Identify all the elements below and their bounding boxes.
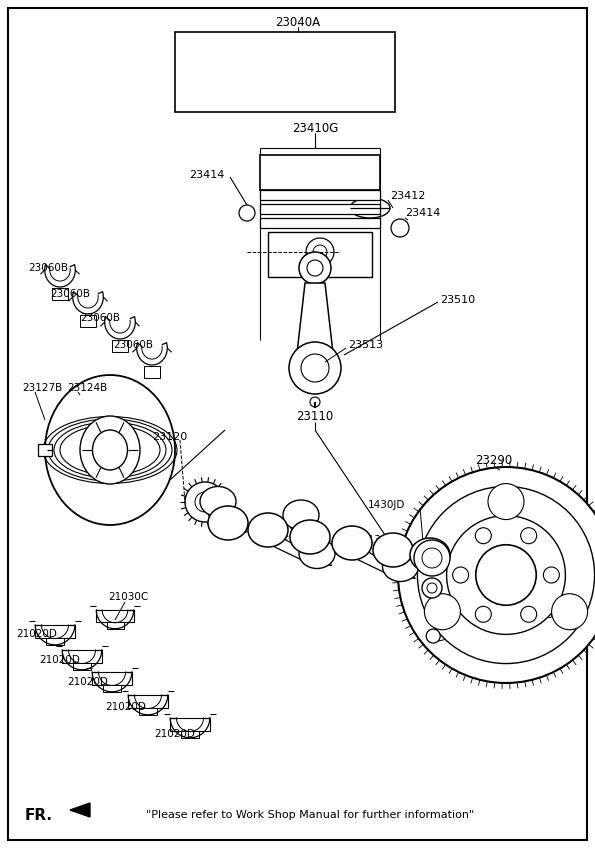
Ellipse shape xyxy=(299,538,335,568)
Bar xyxy=(73,662,91,670)
Ellipse shape xyxy=(45,375,175,525)
Text: 21020D: 21020D xyxy=(39,655,80,665)
Circle shape xyxy=(426,629,440,643)
Bar xyxy=(170,718,210,731)
Text: 23410G: 23410G xyxy=(292,121,338,135)
Circle shape xyxy=(422,578,442,598)
Polygon shape xyxy=(206,510,246,533)
Bar xyxy=(260,218,380,228)
Text: 21020D: 21020D xyxy=(17,629,58,639)
Circle shape xyxy=(299,252,331,284)
Text: 23412: 23412 xyxy=(390,191,425,201)
Bar xyxy=(96,610,134,622)
Bar xyxy=(80,315,96,327)
Circle shape xyxy=(521,606,537,622)
Circle shape xyxy=(475,527,491,544)
Ellipse shape xyxy=(92,430,127,470)
Text: 23414: 23414 xyxy=(405,208,440,218)
Polygon shape xyxy=(340,538,415,578)
Circle shape xyxy=(543,567,559,583)
Circle shape xyxy=(414,540,450,576)
Text: FR.: FR. xyxy=(25,807,53,823)
Circle shape xyxy=(306,238,334,266)
Bar xyxy=(181,731,199,738)
Text: 23040A: 23040A xyxy=(275,15,321,29)
Circle shape xyxy=(475,606,491,622)
Circle shape xyxy=(453,567,469,583)
Text: 23510: 23510 xyxy=(440,295,475,305)
Polygon shape xyxy=(70,803,90,817)
Bar xyxy=(260,204,380,214)
Bar xyxy=(268,232,372,277)
Bar xyxy=(144,366,160,378)
Bar xyxy=(52,288,68,300)
Text: 21020D: 21020D xyxy=(105,702,146,712)
Ellipse shape xyxy=(290,520,330,554)
Bar xyxy=(103,684,121,692)
Bar xyxy=(139,707,157,715)
Bar xyxy=(35,625,75,638)
Bar xyxy=(112,340,128,352)
Ellipse shape xyxy=(200,487,236,516)
Text: 23120: 23120 xyxy=(152,432,187,442)
Circle shape xyxy=(521,527,537,544)
Text: 23513: 23513 xyxy=(348,340,383,350)
Text: 23127B: 23127B xyxy=(22,383,62,393)
Polygon shape xyxy=(289,523,328,547)
Text: "Please refer to Work Shop Manual for further information": "Please refer to Work Shop Manual for fu… xyxy=(146,810,474,820)
Text: 23060B: 23060B xyxy=(28,263,68,273)
Bar xyxy=(46,638,64,644)
Bar xyxy=(128,695,168,707)
Text: 11304B: 11304B xyxy=(362,535,402,545)
Circle shape xyxy=(424,594,461,630)
Ellipse shape xyxy=(283,500,319,530)
Ellipse shape xyxy=(350,198,390,218)
Text: 1430JD: 1430JD xyxy=(368,500,405,510)
Circle shape xyxy=(447,516,565,634)
Text: 23414: 23414 xyxy=(189,170,225,180)
Text: 23060B: 23060B xyxy=(113,340,153,350)
Ellipse shape xyxy=(208,506,248,540)
Text: 21020D: 21020D xyxy=(155,729,195,739)
Circle shape xyxy=(289,342,341,394)
Circle shape xyxy=(476,544,536,605)
Ellipse shape xyxy=(248,513,288,547)
Text: 21030C: 21030C xyxy=(108,592,148,602)
Ellipse shape xyxy=(80,416,140,484)
Text: 21020D: 21020D xyxy=(68,677,108,687)
Bar xyxy=(175,32,395,112)
Circle shape xyxy=(310,397,320,407)
Ellipse shape xyxy=(332,526,372,560)
Bar xyxy=(260,155,380,190)
Polygon shape xyxy=(297,283,333,353)
Ellipse shape xyxy=(373,533,413,567)
Circle shape xyxy=(488,483,524,520)
Circle shape xyxy=(185,482,225,522)
Bar xyxy=(260,190,380,200)
Ellipse shape xyxy=(410,538,450,572)
Bar xyxy=(62,650,102,662)
Bar xyxy=(92,672,132,684)
Text: 23124B: 23124B xyxy=(67,383,107,393)
Text: 23060B: 23060B xyxy=(80,313,120,323)
Circle shape xyxy=(552,594,588,630)
Bar xyxy=(38,444,52,456)
Circle shape xyxy=(398,467,595,683)
Text: 23060B: 23060B xyxy=(50,289,90,299)
Polygon shape xyxy=(256,525,332,566)
Circle shape xyxy=(418,487,594,663)
Text: 23110: 23110 xyxy=(296,410,334,422)
Bar xyxy=(107,622,124,628)
Text: 23311A: 23311A xyxy=(540,610,580,620)
Text: 23290: 23290 xyxy=(475,454,513,466)
Ellipse shape xyxy=(383,551,418,582)
